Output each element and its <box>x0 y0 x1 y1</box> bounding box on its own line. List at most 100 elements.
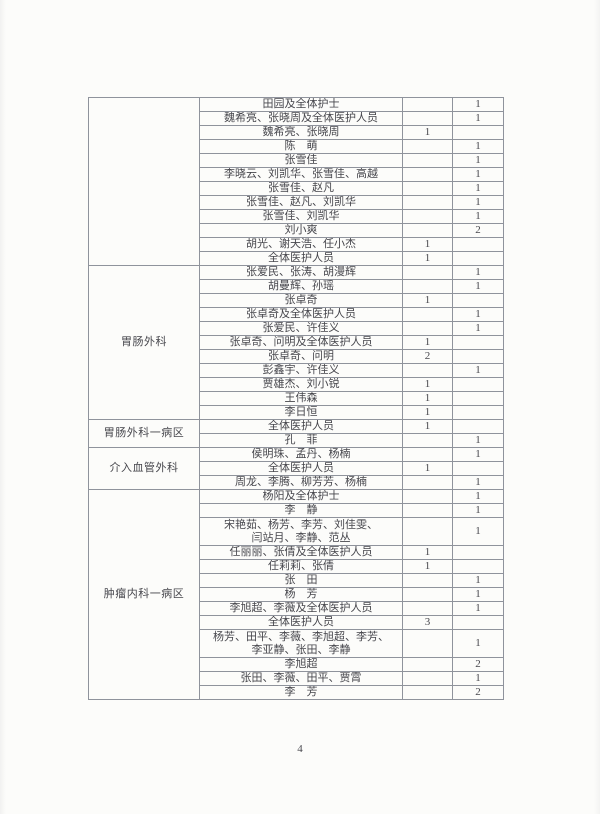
names-cell: 全体医护人员 <box>199 251 403 266</box>
table-row: 介入血管外科 侯明珠、孟丹、杨楠 1 <box>88 447 504 490</box>
names-cell: 田园及全体护士 <box>199 97 403 112</box>
table-row: 田园及全体护士 1 <box>88 97 504 266</box>
count-cell-col2 <box>452 293 504 308</box>
count-cell-col1 <box>402 97 453 112</box>
count-cell-col1: 1 <box>402 237 453 252</box>
count-cell-col2: 2 <box>452 657 504 672</box>
table-row: 胡光、谢天浩、任小杰 1 <box>89 237 504 252</box>
count-cell-col1 <box>402 629 453 658</box>
names-cell: 张雪佳、刘凯华 <box>199 209 403 224</box>
count-cell-col2: 1 <box>452 573 504 588</box>
count-cell-col2: 1 <box>452 503 504 518</box>
names-cell: 张雪佳、赵凡 <box>199 181 403 196</box>
count-cell-col2: 1 <box>452 475 504 490</box>
count-cell-col1: 1 <box>402 377 453 392</box>
table-row: 张卓奇、问明及全体医护人员 1 <box>89 335 504 350</box>
count-cell-col2: 1 <box>452 139 504 154</box>
count-cell-col2 <box>452 545 504 560</box>
count-cell-col2 <box>452 237 504 252</box>
count-cell-col1: 1 <box>402 559 453 574</box>
count-cell-col1: 1 <box>402 293 453 308</box>
page-number: 4 <box>297 743 303 755</box>
count-cell-col1 <box>402 573 453 588</box>
table-row: 宋艳茹、杨芳、李芳、刘佳雯、 闫站月、李静、范丛 1 <box>89 517 504 546</box>
count-cell-col2 <box>452 335 504 350</box>
table-row: 李 芳 2 <box>89 685 504 700</box>
count-cell-col1: 1 <box>402 405 453 420</box>
names-cell: 胡曼辉、孙瑶 <box>199 279 403 294</box>
table-row: 全体医护人员 1 <box>89 461 504 476</box>
count-cell-col2: 1 <box>452 265 504 280</box>
names-cell: 李旭超、李薇及全体医护人员 <box>199 601 403 616</box>
table-row: 全体医护人员 1 <box>89 251 504 266</box>
names-cell: 李日恒 <box>199 405 403 420</box>
count-cell-col1 <box>402 181 453 196</box>
count-cell-col1 <box>402 279 453 294</box>
table-row: 李 静 1 <box>89 503 504 518</box>
count-cell-col2 <box>452 391 504 406</box>
count-cell-col2: 1 <box>452 153 504 168</box>
table-row: 胃肠外科一病区 全体医护人员 1 <box>88 419 504 448</box>
table-row: 张雪佳、赵凡、刘凯华 1 <box>89 195 504 210</box>
count-cell-col1 <box>402 363 453 378</box>
count-cell-col1 <box>402 447 453 462</box>
count-cell-col1 <box>402 489 453 504</box>
count-cell-col1 <box>402 223 453 238</box>
names-cell: 杨阳及全体护士 <box>199 489 403 504</box>
count-cell-col1 <box>402 167 453 182</box>
names-cell: 张卓奇、问明及全体医护人员 <box>199 335 403 350</box>
count-cell-col2: 1 <box>452 209 504 224</box>
names-cell: 张卓奇 <box>199 293 403 308</box>
table-row: 刘小爽 2 <box>89 223 504 238</box>
names-cell: 张田、李薇、田平、贾霄 <box>199 671 403 686</box>
count-cell-col1 <box>402 433 453 448</box>
count-cell-col1: 1 <box>402 545 453 560</box>
names-cell: 侯明珠、孟丹、杨楠 <box>199 447 403 462</box>
table-row: 全体医护人员 3 <box>89 615 504 630</box>
count-cell-col2: 2 <box>452 685 504 700</box>
count-cell-col2 <box>452 125 504 140</box>
count-cell-col2: 1 <box>452 167 504 182</box>
table-row: 李旭超 2 <box>89 657 504 672</box>
count-cell-col2: 1 <box>452 433 504 448</box>
names-cell: 周龙、李腾、柳芳芳、杨楠 <box>199 475 403 490</box>
count-cell-col1 <box>402 139 453 154</box>
count-cell-col1 <box>402 153 453 168</box>
count-cell-col2 <box>452 349 504 364</box>
names-cell: 李晓云、刘凯华、张雪佳、高越 <box>199 167 403 182</box>
table-row: 胃肠外科 张爱民、张涛、胡漫辉 1 <box>88 265 504 420</box>
count-cell-col2: 1 <box>452 279 504 294</box>
count-cell-col2: 2 <box>452 223 504 238</box>
names-cell: 全体医护人员 <box>199 615 403 630</box>
count-cell-col2 <box>452 251 504 266</box>
count-cell-col2: 1 <box>452 195 504 210</box>
table-row: 肿瘤内科一病区 杨阳及全体护士 1 <box>88 489 504 700</box>
count-cell-col1 <box>402 601 453 616</box>
names-cell: 全体医护人员 <box>199 419 403 434</box>
table-row: 张雪佳 1 <box>89 153 504 168</box>
names-cell: 张卓奇、问明 <box>199 349 403 364</box>
names-cell: 任丽丽、张倩及全体医护人员 <box>199 545 403 560</box>
count-cell-col1 <box>402 265 453 280</box>
count-cell-col1: 1 <box>402 251 453 266</box>
names-cell: 陈 萌 <box>199 139 403 154</box>
count-cell-col1 <box>402 209 453 224</box>
count-cell-col1 <box>402 195 453 210</box>
count-cell-col2: 1 <box>452 489 504 504</box>
staff-table-body: 田园及全体护士 1 魏希亮、张晓周及全体医护人员 1 魏希亮、张晓周 1 陈 萌 1 张雪佳 1 李… <box>88 97 504 700</box>
table-row: 张 田 1 <box>89 573 504 588</box>
department-cell <box>88 97 200 266</box>
count-cell-col1 <box>402 671 453 686</box>
count-cell-col2: 1 <box>452 321 504 336</box>
names-cell: 任莉莉、张倩 <box>199 559 403 574</box>
count-cell-col2 <box>452 377 504 392</box>
names-cell: 全体医护人员 <box>199 461 403 476</box>
names-cell: 胡光、谢天浩、任小杰 <box>199 237 403 252</box>
count-cell-col2: 1 <box>452 111 504 126</box>
count-cell-col1 <box>402 307 453 322</box>
count-cell-col1 <box>402 517 453 546</box>
names-cell: 张卓奇及全体医护人员 <box>199 307 403 322</box>
count-cell-col1: 1 <box>402 461 453 476</box>
names-cell: 孔 菲 <box>199 433 403 448</box>
count-cell-col2: 1 <box>452 587 504 602</box>
